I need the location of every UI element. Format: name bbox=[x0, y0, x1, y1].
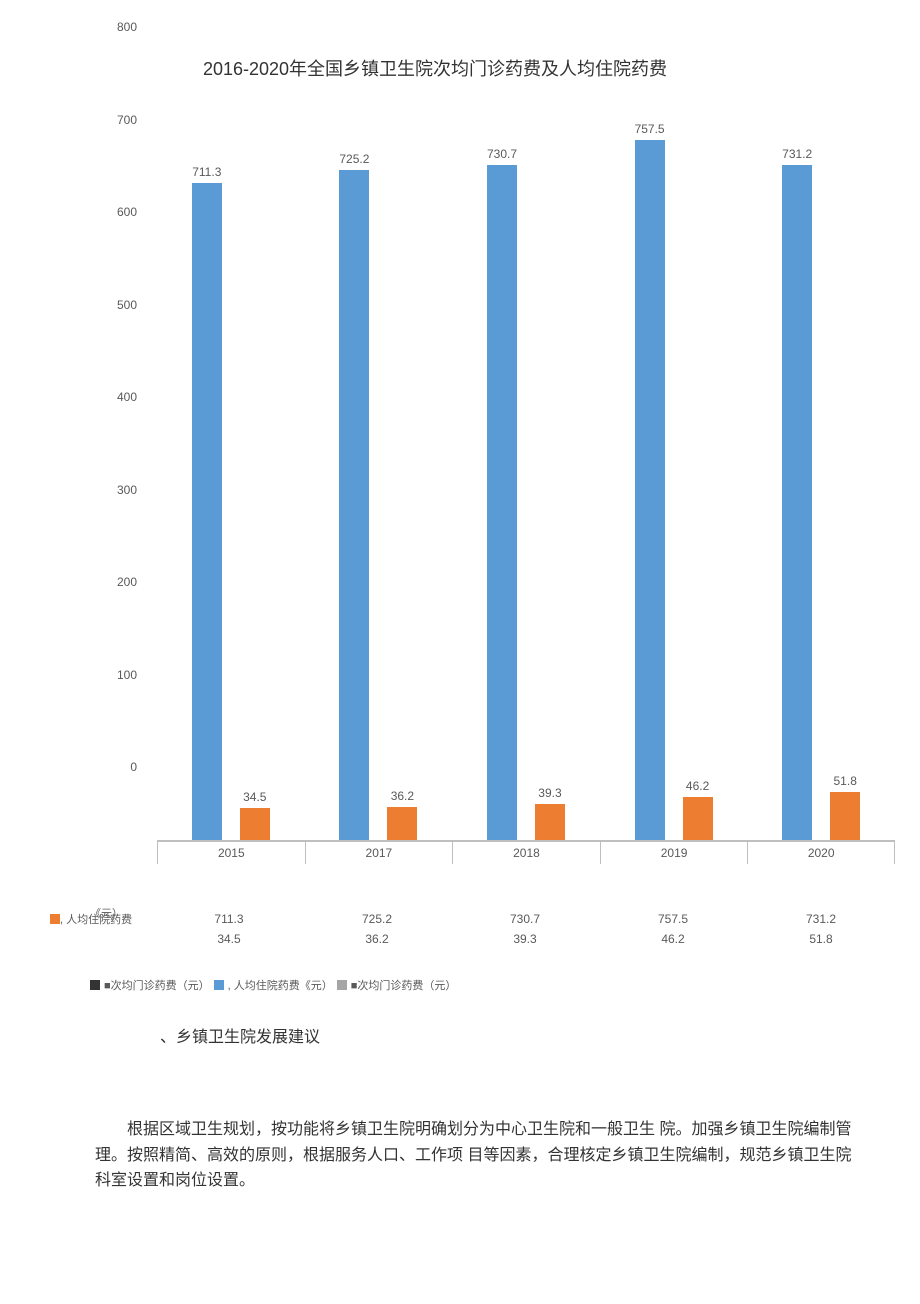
bar-hospitalization: 757.5 bbox=[635, 140, 665, 840]
data-cell: 757.5 bbox=[599, 909, 747, 929]
bar-outpatient: 51.8 bbox=[830, 792, 860, 840]
y-axis: 0100200300400500600700800 bbox=[85, 91, 145, 841]
legend-swatch bbox=[90, 980, 100, 990]
x-tick-year: 2015 bbox=[157, 841, 305, 864]
bar-group: 731.2 51.8 bbox=[747, 101, 895, 840]
bar-outpatient: 36.2 bbox=[387, 807, 417, 840]
data-cell: 36.2 bbox=[303, 929, 451, 949]
bar-hospitalization: 730.7 bbox=[487, 165, 517, 840]
x-tick-year: 2018 bbox=[452, 841, 600, 864]
data-cell: 725.2 bbox=[303, 909, 451, 929]
bar-value-label: 51.8 bbox=[834, 774, 857, 788]
bar-value-label: 757.5 bbox=[635, 122, 665, 136]
legend-text: , 人均住院药费《元） bbox=[228, 977, 333, 993]
x-axis: 20152017201820192020 bbox=[157, 841, 895, 901]
bar-value-label: 36.2 bbox=[391, 789, 414, 803]
paragraph: 根据区域卫生规划，按功能将乡镇卫生院明确划分为中心卫生院和一般卫生 院。加强乡镇… bbox=[95, 1117, 860, 1194]
bar-group: 725.2 36.2 bbox=[305, 101, 453, 840]
y-tick: 300 bbox=[117, 483, 137, 497]
data-cell: 730.7 bbox=[451, 909, 599, 929]
y-tick: 100 bbox=[117, 668, 137, 682]
legend-swatch bbox=[214, 980, 224, 990]
body-text: 、乡镇卫生院发展建议 根据区域卫生规划，按功能将乡镇卫生院明确划分为中心卫生院和… bbox=[130, 1023, 830, 1194]
bar-outpatient: 39.3 bbox=[535, 804, 565, 840]
data-cell: 46.2 bbox=[599, 929, 747, 949]
data-cell: 51.8 bbox=[747, 929, 895, 949]
y-tick: 200 bbox=[117, 575, 137, 589]
data-cell: 39.3 bbox=[451, 929, 599, 949]
series-label: , 人均住院药费 bbox=[50, 911, 155, 927]
chart-title: 2016-2020年全国乡镇卫生院次均门诊药费及人均住院药费 bbox=[0, 55, 920, 81]
data-row: 34.536.239.346.251.8 bbox=[50, 929, 895, 949]
bar-value-label: 731.2 bbox=[782, 147, 812, 161]
y-tick: 800 bbox=[117, 20, 137, 34]
x-tick-year: 2020 bbox=[747, 841, 895, 864]
bar-value-label: 46.2 bbox=[686, 779, 709, 793]
bar-value-label: 34.5 bbox=[243, 790, 266, 804]
data-row: , 人均住院药费711.3725.2730.7757.5731.2 bbox=[50, 909, 895, 929]
y-tick: 600 bbox=[117, 205, 137, 219]
legend: ■次均门诊药费（元） , 人均住院药费《元） ■次均门诊药费（元） bbox=[90, 977, 920, 993]
y-tick: 0 bbox=[130, 760, 137, 774]
bar-value-label: 39.3 bbox=[538, 786, 561, 800]
x-tick-year: 2017 bbox=[305, 841, 453, 864]
section-subhead: 、乡镇卫生院发展建议 bbox=[160, 1023, 830, 1047]
x-tick-year: 2019 bbox=[600, 841, 748, 864]
bar-chart: 0100200300400500600700800 711.334.5725.2… bbox=[85, 91, 905, 901]
bar-group: 711.3 34.5 bbox=[157, 101, 305, 840]
bar-outpatient: 46.2 bbox=[683, 797, 713, 840]
bar-hospitalization: 711.3 bbox=[192, 183, 222, 840]
legend-text: ■次均门诊药费（元） bbox=[104, 977, 210, 993]
legend-swatch bbox=[337, 980, 347, 990]
legend-swatch bbox=[50, 914, 60, 924]
y-tick: 400 bbox=[117, 390, 137, 404]
bar-group: 757.5 46.2 bbox=[600, 101, 748, 840]
y-tick: 500 bbox=[117, 298, 137, 312]
bar-hospitalization: 725.2 bbox=[339, 170, 369, 840]
bar-group: 730.7 39.3 bbox=[452, 101, 600, 840]
data-cell: 731.2 bbox=[747, 909, 895, 929]
y-tick: 700 bbox=[117, 113, 137, 127]
data-cell: 34.5 bbox=[155, 929, 303, 949]
bar-hospitalization: 731.2 bbox=[782, 165, 812, 840]
bar-value-label: 725.2 bbox=[339, 152, 369, 166]
bar-outpatient: 34.5 bbox=[240, 808, 270, 840]
data-cell: 711.3 bbox=[155, 909, 303, 929]
bar-value-label: 711.3 bbox=[192, 165, 221, 179]
data-table: , 人均住院药费711.3725.2730.7757.5731.234.536.… bbox=[50, 909, 895, 949]
plot-area: 711.3 34.5 725.2 36.2 730.7 39.3 757.5 46.2 731.… bbox=[157, 101, 895, 841]
bar-value-label: 730.7 bbox=[487, 147, 517, 161]
legend-text: ■次均门诊药费（元） bbox=[351, 977, 457, 993]
